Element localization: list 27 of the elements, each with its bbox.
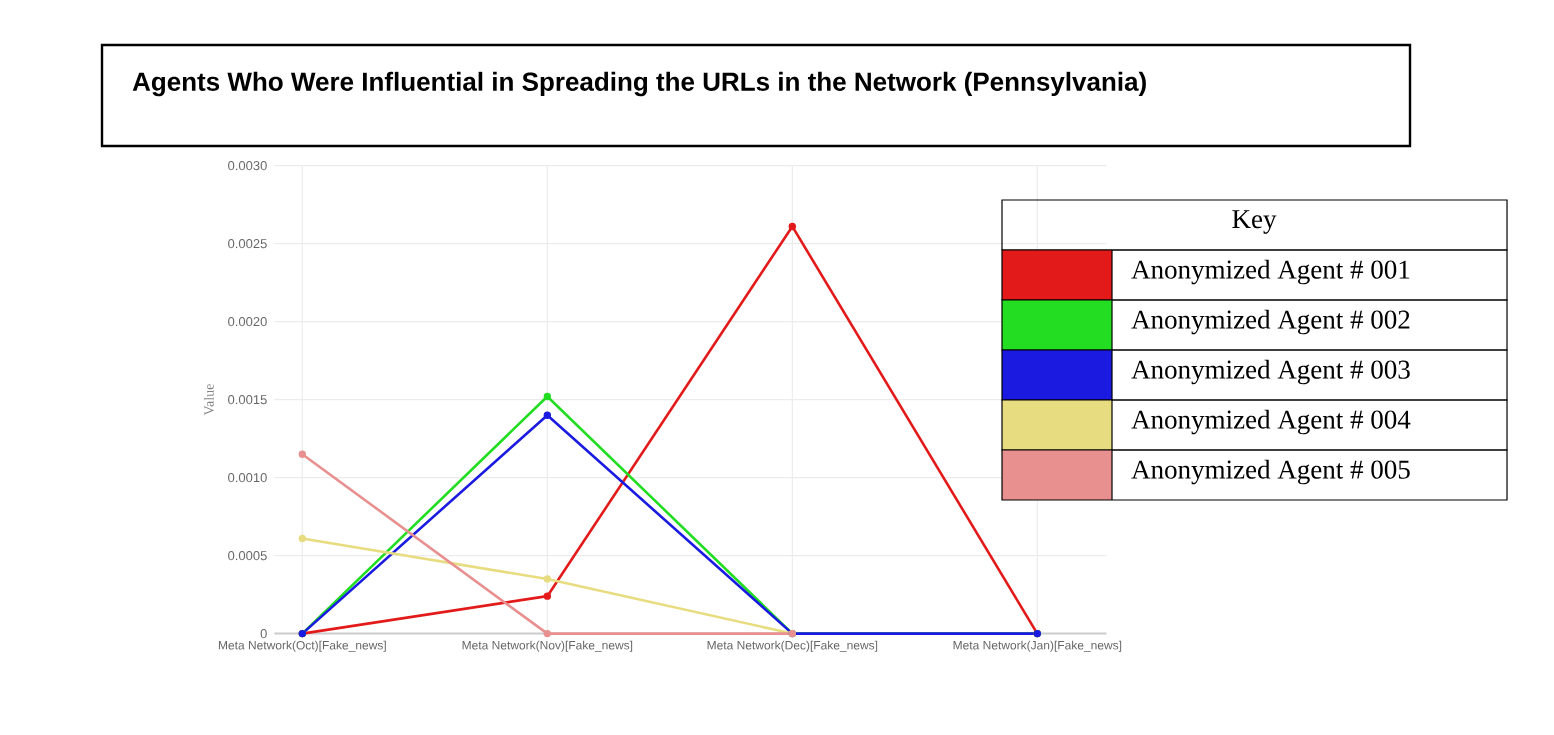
point [298, 534, 307, 543]
legend-label: Anonymized Agent # 001 [1131, 259, 1410, 285]
legend-label: Anonymized Agent # 005 [1131, 459, 1410, 485]
y-axis-title: Value [203, 384, 214, 416]
y-tick-label: 0.0005 [228, 551, 267, 561]
y-tick-label: 0 [260, 629, 267, 639]
y-tick-label: 0.0025 [228, 239, 267, 249]
point [788, 222, 797, 231]
point [543, 411, 552, 419]
legend-title: Key [1232, 210, 1277, 234]
y-tick-label: 0.0015 [228, 395, 267, 405]
y-tick-label: 0.0010 [228, 473, 267, 483]
x-tick-label: Meta Network(Jan)[Fake_news] [953, 640, 1122, 652]
chart-title: Agents Who Were Influential in Spreading the URLs in the Network (Pennsylvania) [132, 71, 1146, 97]
y-tick-label: 0.0030 [228, 161, 267, 171]
x-tick-label: Meta Network(Dec)[Fake_news] [707, 640, 878, 652]
legend-label: Anonymized Agent # 002 [1131, 309, 1410, 335]
point [543, 592, 552, 600]
point [543, 575, 552, 583]
legend-label: Anonymized Agent # 003 [1131, 359, 1410, 385]
point [298, 450, 307, 458]
legend-label: Anonymized Agent # 004 [1131, 409, 1411, 435]
x-tick-label: Meta Network(Nov)[Fake_news] [462, 640, 633, 652]
point [543, 392, 552, 401]
y-tick-label: 0.0020 [228, 317, 267, 327]
point [543, 629, 552, 638]
x-tick-label: Meta Network(Oct)[Fake_news] [218, 640, 386, 652]
